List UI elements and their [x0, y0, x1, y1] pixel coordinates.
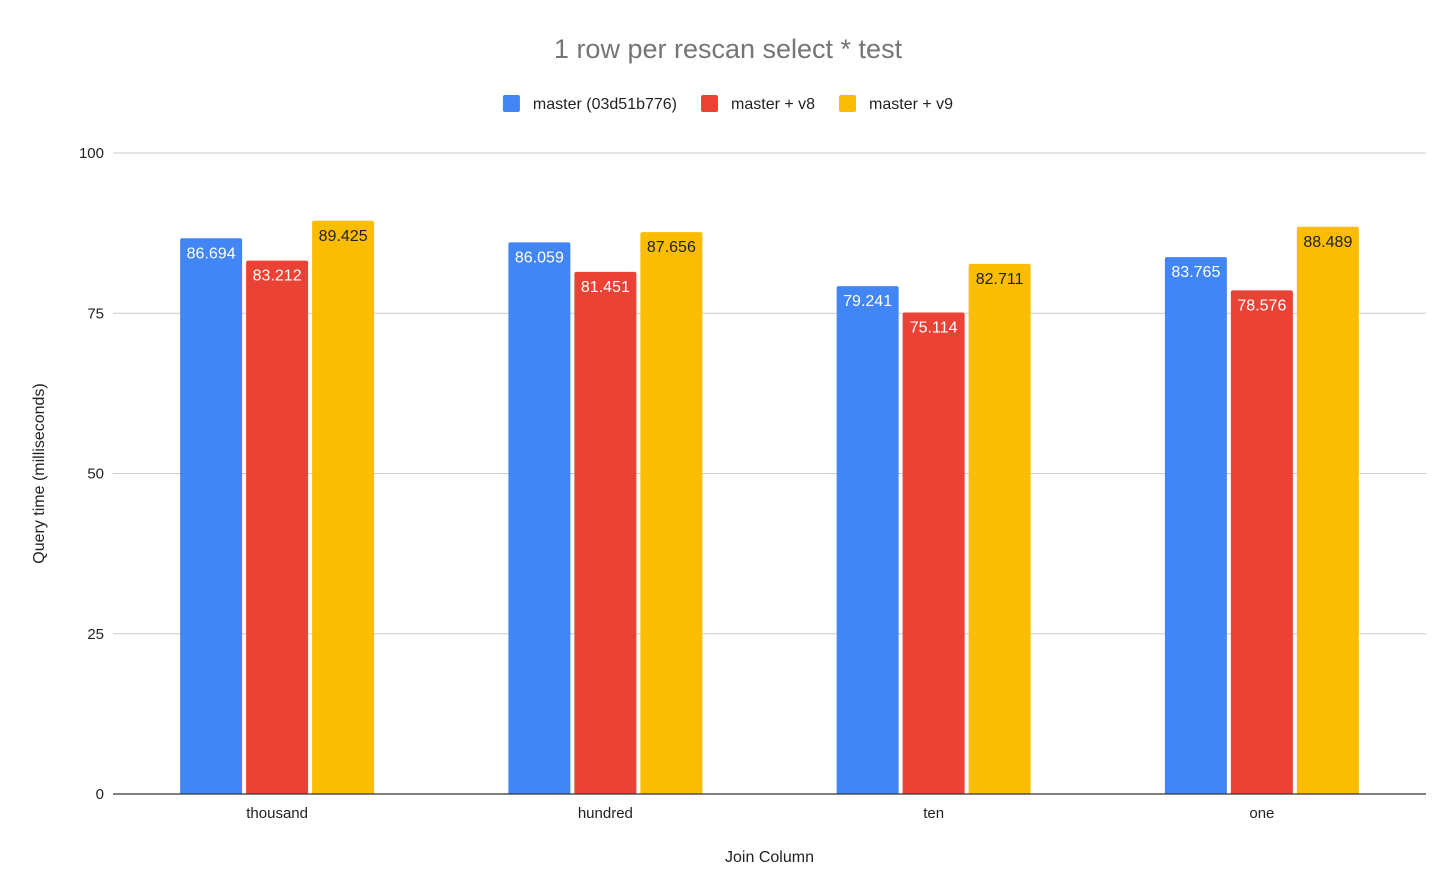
data-label: 86.059 — [515, 249, 564, 266]
data-label: 87.656 — [647, 239, 696, 256]
data-label: 79.241 — [843, 293, 892, 310]
bar — [246, 260, 309, 794]
bar — [836, 286, 899, 794]
data-label: 78.576 — [1237, 297, 1286, 314]
x-axis-title: Join Column — [725, 849, 814, 866]
x-tick-label: ten — [923, 805, 944, 822]
data-label: 83.212 — [253, 268, 302, 285]
data-label: 86.694 — [187, 245, 236, 262]
legend-label: master (03d51b776) — [533, 96, 677, 113]
legend-swatch — [502, 95, 520, 112]
data-label: 89.425 — [319, 228, 368, 245]
bar — [968, 263, 1031, 794]
data-label: 83.765 — [1171, 264, 1220, 281]
x-tick-label: hundred — [578, 805, 633, 822]
legend-swatch — [701, 95, 719, 112]
y-tick-label: 50 — [87, 466, 104, 483]
bar — [574, 271, 637, 795]
bar — [180, 238, 243, 795]
legend-item: master (03d51b776) — [502, 95, 677, 113]
y-tick-label: 25 — [87, 626, 104, 643]
y-tick-label: 0 — [96, 786, 104, 803]
legend-item: master + v8 — [701, 95, 815, 113]
x-tick-label: one — [1249, 805, 1274, 822]
bar — [1296, 226, 1359, 794]
bars: 86.694 83.212 89.425 86.059 81.451 87.656 79.2… — [180, 220, 1359, 795]
legend-swatch — [839, 95, 857, 112]
y-axis-title: Query time (milliseconds) — [31, 383, 48, 563]
bar — [312, 220, 375, 794]
bar — [640, 232, 703, 794]
bar — [508, 242, 571, 794]
legend-item: master + v9 — [839, 95, 953, 113]
x-tick-label: thousand — [246, 805, 308, 822]
bar — [902, 312, 965, 794]
data-label: 75.114 — [910, 320, 958, 337]
gridlines — [113, 152, 1426, 635]
y-tick-label: 75 — [87, 305, 104, 322]
legend-label: master + v9 — [869, 96, 953, 113]
x-axis-ticks: thousand hundred ten one — [246, 805, 1274, 822]
data-label: 81.451 — [581, 279, 630, 296]
data-label: 88.489 — [1303, 234, 1352, 251]
chart-title: 1 row per rescan select * test — [554, 34, 903, 64]
y-tick-label: 100 — [79, 145, 104, 162]
legend-label: master + v8 — [731, 96, 815, 113]
bar — [1230, 290, 1293, 794]
y-axis-ticks: 0 25 50 75 100 — [79, 145, 104, 803]
data-label: 82.711 — [976, 271, 1024, 288]
bar — [1164, 257, 1227, 794]
legend: master (03d51b776) master + v8 master + v9 — [502, 95, 953, 113]
